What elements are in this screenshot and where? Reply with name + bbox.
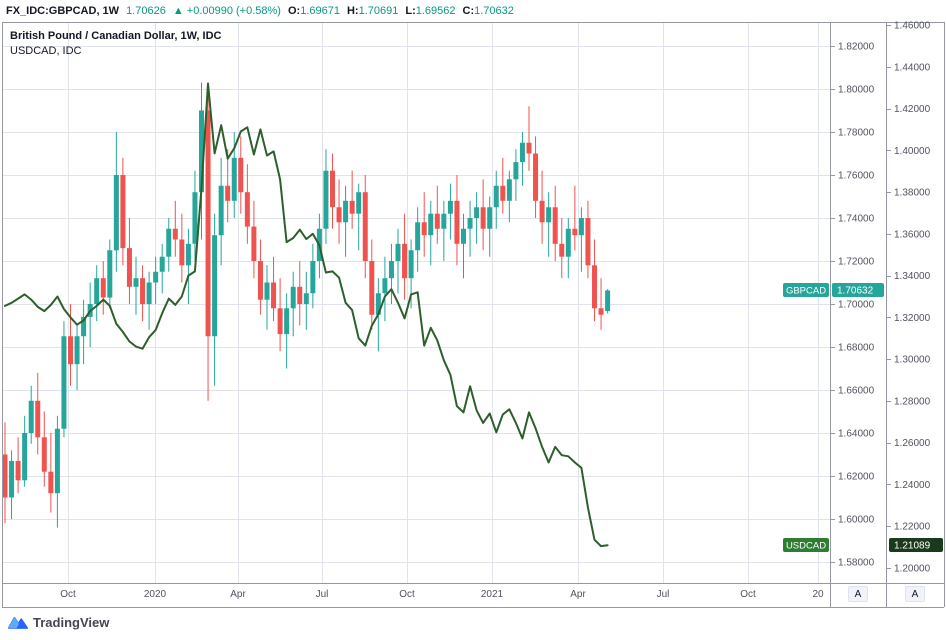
svg-text:1.80000: 1.80000 [838, 85, 875, 96]
svg-text:1.64000: 1.64000 [838, 429, 875, 440]
svg-text:1.76000: 1.76000 [838, 171, 875, 182]
svg-text:1.38000: 1.38000 [894, 188, 931, 199]
last-price: 1.70626 [126, 4, 166, 17]
svg-text:Oct: Oct [399, 589, 415, 600]
svg-text:Apr: Apr [230, 589, 246, 600]
close-number: 1.70632 [474, 4, 514, 17]
price-change: ▲ +0.00990 (+0.58%) [172, 4, 281, 17]
svg-text:1.44000: 1.44000 [894, 62, 931, 73]
svg-text:1.34000: 1.34000 [894, 271, 931, 282]
svg-text:1.42000: 1.42000 [894, 104, 931, 115]
open-label: O: [287, 4, 301, 17]
svg-text:1.26000: 1.26000 [894, 438, 931, 449]
svg-text:1.28000: 1.28000 [894, 396, 931, 407]
svg-text:Jul: Jul [316, 589, 329, 600]
svg-text:1.22000: 1.22000 [894, 522, 931, 533]
brand-name: TradingView [33, 615, 110, 630]
svg-text:1.21089: 1.21089 [894, 541, 931, 552]
svg-text:1.30000: 1.30000 [894, 355, 931, 366]
low-value: L:1.69562 [405, 5, 455, 17]
svg-text:1.36000: 1.36000 [894, 229, 931, 240]
auto-scale-button-gbpcad[interactable]: A [848, 586, 868, 602]
tradingview-attribution[interactable]: TradingView [8, 615, 109, 630]
chart-legend: British Pound / Canadian Dollar, 1W, IDC… [10, 29, 221, 59]
svg-text:Oct: Oct [60, 589, 76, 600]
high-number: 1.70691 [358, 4, 399, 17]
svg-text:1.82000: 1.82000 [838, 42, 875, 53]
svg-text:1.66000: 1.66000 [838, 386, 875, 397]
close-label: C: [462, 4, 475, 17]
svg-text:1.68000: 1.68000 [838, 343, 875, 354]
svg-text:1.72000: 1.72000 [838, 257, 875, 268]
svg-text:1.78000: 1.78000 [838, 128, 875, 139]
svg-text:1.40000: 1.40000 [894, 146, 931, 157]
low-label: L: [405, 4, 416, 17]
svg-text:1.32000: 1.32000 [894, 313, 931, 324]
low-number: 1.69562 [415, 4, 456, 17]
svg-text:Oct: Oct [740, 589, 756, 600]
close-value: C:1.70632 [463, 5, 514, 17]
svg-text:1.24000: 1.24000 [894, 480, 931, 491]
svg-text:1.20000: 1.20000 [894, 564, 931, 575]
svg-text:1.70632: 1.70632 [837, 286, 874, 297]
svg-text:1.60000: 1.60000 [838, 515, 875, 526]
open-value: O:1.69671 [288, 5, 340, 17]
svg-text:1.58000: 1.58000 [838, 558, 875, 569]
svg-text:2021: 2021 [481, 589, 504, 600]
svg-text:Apr: Apr [570, 589, 586, 600]
svg-text:1.62000: 1.62000 [838, 472, 875, 483]
svg-text:1.70000: 1.70000 [838, 300, 875, 311]
tradingview-logo-icon [8, 615, 28, 630]
svg-text:USDCAD: USDCAD [786, 541, 826, 552]
svg-text:1.74000: 1.74000 [838, 214, 875, 225]
symbol-title[interactable]: FX_IDC:GBPCAD, 1W [6, 4, 120, 17]
svg-text:Jul: Jul [657, 589, 670, 600]
high-value: H:1.70691 [347, 5, 398, 17]
svg-text:20: 20 [812, 589, 824, 600]
overlay-series-title[interactable]: USDCAD, IDC [10, 45, 82, 57]
high-label: H: [346, 4, 359, 17]
auto-scale-button-usdcad[interactable]: A [905, 586, 925, 602]
open-number: 1.69671 [300, 4, 340, 17]
symbol-info-bar: FX_IDC:GBPCAD, 1W 1.70626 ▲ +0.00990 (+0… [6, 0, 514, 21]
svg-text:1.46000: 1.46000 [894, 21, 931, 32]
svg-text:2020: 2020 [144, 589, 167, 600]
svg-text:GBPCAD: GBPCAD [786, 286, 826, 297]
main-series-title[interactable]: British Pound / Canadian Dollar, 1W, IDC [10, 30, 222, 42]
